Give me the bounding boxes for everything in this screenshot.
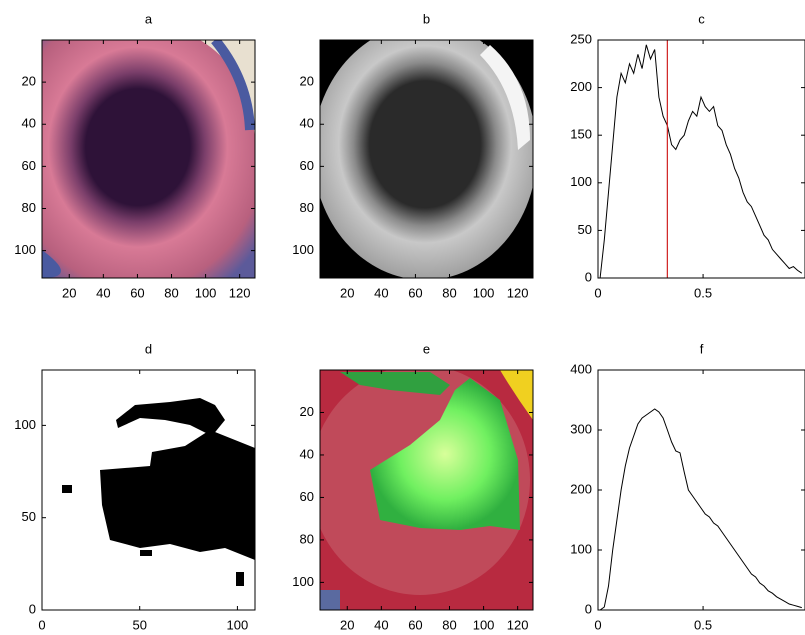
x-tick-label: 0 [594, 285, 601, 300]
y-tick-label: 100 [570, 174, 592, 189]
y-tick-label: 100 [292, 574, 314, 589]
y-tick-label: 100 [292, 242, 314, 257]
x-tick-label: 100 [227, 617, 249, 632]
x-tick-label: 50 [132, 617, 146, 632]
axes-box [41, 39, 256, 279]
axes-box [319, 369, 534, 611]
x-tick-label: 20 [340, 285, 354, 300]
y-tick-label: 200 [570, 79, 592, 94]
x-tick-label: 40 [96, 285, 110, 300]
image-e [320, 370, 533, 610]
y-tick-label: 0 [29, 601, 36, 616]
x-tick-label: 0 [38, 617, 45, 632]
panel-title: e [423, 341, 430, 356]
y-tick-label: 20 [300, 404, 314, 419]
y-tick-label: 40 [300, 446, 314, 461]
x-tick-label: 80 [442, 617, 456, 632]
panel-title: d [145, 341, 152, 356]
x-tick-label: 80 [164, 285, 178, 300]
y-tick-label: 0 [585, 601, 592, 616]
panel-title: f [700, 341, 704, 356]
x-tick-label: 60 [408, 617, 422, 632]
image-d [42, 370, 255, 610]
x-tick-label: 100 [473, 285, 495, 300]
x-tick-label: 40 [374, 617, 388, 632]
x-tick-label: 80 [442, 285, 456, 300]
x-tick-label: 60 [130, 285, 144, 300]
y-tick-label: 200 [570, 481, 592, 496]
y-tick-label: 60 [22, 158, 36, 173]
y-tick-label: 60 [300, 158, 314, 173]
y-tick-label: 80 [22, 200, 36, 215]
y-tick-label: 40 [300, 116, 314, 131]
y-tick-label: 100 [570, 541, 592, 556]
x-tick-label: 0.5 [694, 285, 712, 300]
y-tick-label: 80 [300, 200, 314, 215]
y-tick-label: 250 [570, 31, 592, 46]
histogram-line [599, 408, 802, 610]
x-tick-label: 120 [507, 617, 529, 632]
x-tick-label: 20 [62, 285, 76, 300]
x-tick-label: 60 [408, 285, 422, 300]
x-tick-label: 0 [594, 617, 601, 632]
y-tick-label: 300 [570, 421, 592, 436]
x-tick-label: 100 [473, 617, 495, 632]
y-tick-label: 20 [22, 74, 36, 89]
x-tick-label: 0.5 [694, 617, 712, 632]
y-tick-label: 50 [22, 509, 36, 524]
y-tick-label: 0 [585, 269, 592, 284]
y-tick-label: 60 [300, 489, 314, 504]
axes-box [41, 369, 256, 611]
image-b [320, 40, 533, 278]
panel-title: a [145, 11, 153, 26]
y-tick-label: 400 [570, 361, 592, 376]
histogram-line [599, 44, 803, 278]
y-tick-label: 100 [14, 242, 36, 257]
axes-box [319, 39, 534, 279]
y-tick-label: 80 [300, 531, 314, 546]
axes-box [597, 369, 805, 611]
y-tick-label: 50 [578, 222, 592, 237]
x-tick-label: 20 [340, 617, 354, 632]
panel-title: c [698, 11, 705, 26]
x-tick-label: 100 [195, 285, 217, 300]
y-tick-label: 40 [22, 116, 36, 131]
y-tick-label: 150 [570, 127, 592, 142]
panel-title: b [423, 11, 430, 26]
y-tick-label: 20 [300, 74, 314, 89]
x-tick-label: 40 [374, 285, 388, 300]
image-a [42, 40, 255, 278]
axes-box [597, 39, 805, 279]
x-tick-label: 120 [229, 285, 251, 300]
y-tick-label: 100 [14, 417, 36, 432]
x-tick-label: 120 [507, 285, 529, 300]
